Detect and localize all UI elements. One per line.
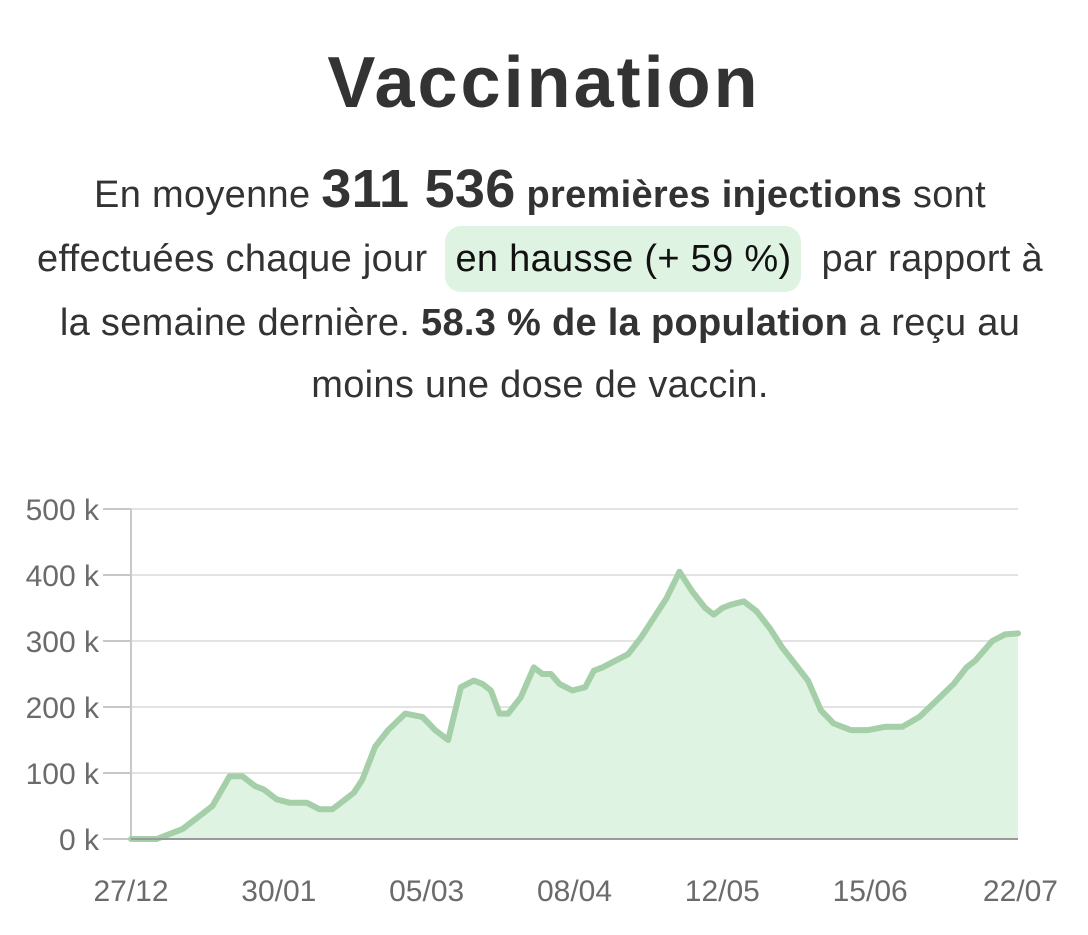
y-tick-label: 400 k [26,560,100,593]
x-tick-label: 15/06 [833,875,908,908]
first-injections-area-chart: 0 k 100 k 200 k 300 k 400 k 500 k 27/12 30/01 05… [26,494,1058,908]
y-tick-label: 200 k [26,692,100,725]
y-tick-label: 300 k [26,626,100,659]
y-tick-label: 100 k [26,758,100,791]
series-line [128,568,1021,842]
x-tick-label: 08/04 [537,875,612,908]
summary-comparison: par rapport à la semaine dernière. [59,238,1043,344]
coverage-value: 58.3 % de la population [421,302,849,344]
summary-text: En moyenne 311 536 premières injections … [20,158,1060,416]
x-tick-label: 30/01 [241,875,316,908]
x-tick-label: 27/12 [93,875,168,908]
x-tick-label: 22/07 [983,875,1058,908]
summary-intro: En moyenne [94,174,311,216]
average-value: 311 536 [321,159,516,219]
y-tick-label: 500 k [26,494,100,527]
trend-badge: en hausse (+ 59 %) [445,226,802,292]
series-area [131,571,1018,839]
summary-frequency: sont effectuées chaque jour [37,174,986,280]
x-tick-label: 05/03 [389,875,464,908]
y-tick-label: 0 k [59,824,100,857]
page-title: Vaccination [327,43,761,123]
metric-label: premières injections [526,174,903,216]
summary-dose-text: a reçu au moins une dose de vaccin. [311,302,1021,406]
x-tick-label: 12/05 [685,875,760,908]
